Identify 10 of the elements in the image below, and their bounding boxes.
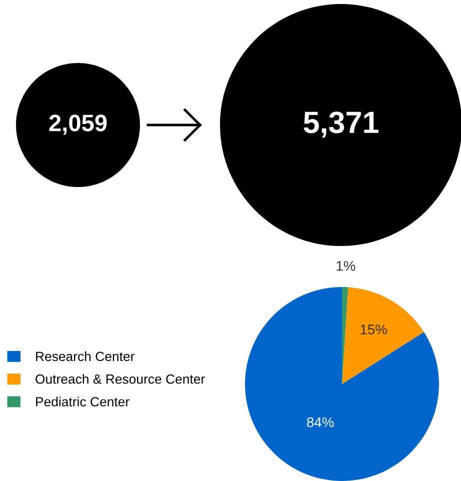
data-label: 1% <box>336 261 356 271</box>
legend-label: Research Center <box>36 351 134 362</box>
text: 2,059 <box>49 114 107 135</box>
legend-label: Pediatric Center <box>36 396 130 406</box>
pie-slice <box>245 287 439 481</box>
pie-slice <box>342 287 424 384</box>
data-label: 15% <box>360 324 387 334</box>
data-label: 84% <box>307 417 334 428</box>
text: 5,371 <box>304 112 378 138</box>
legend-label: Outreach & Resource Center <box>36 374 205 384</box>
